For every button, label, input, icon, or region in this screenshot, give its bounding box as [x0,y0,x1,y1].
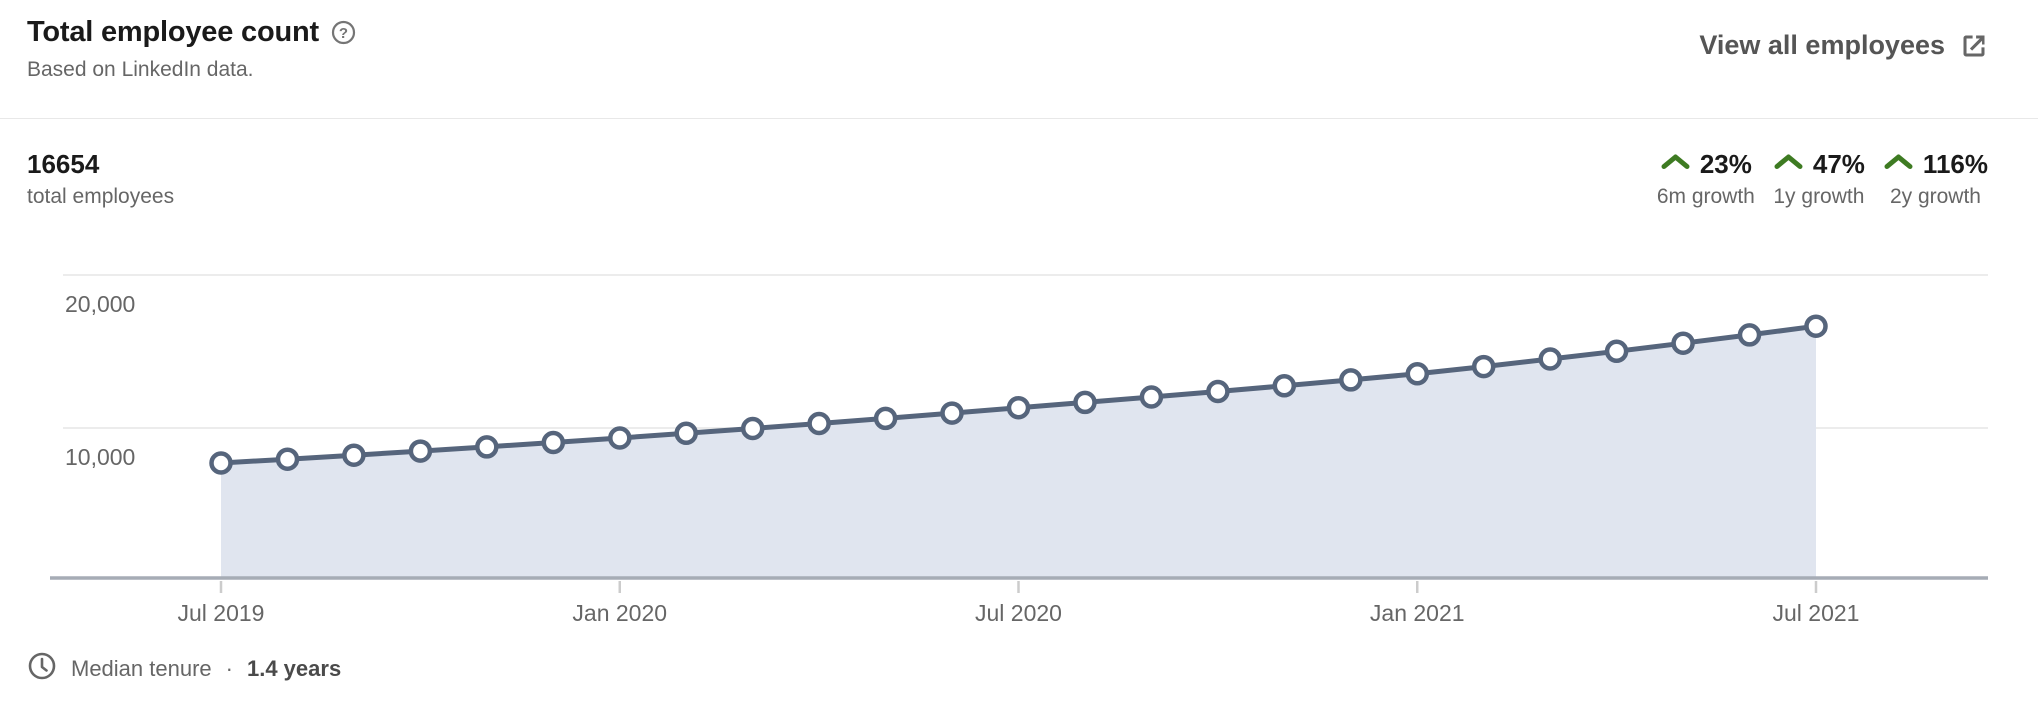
y-axis-label: 20,000 [65,291,135,317]
data-point[interactable] [1804,314,1828,338]
data-point[interactable] [1006,395,1031,420]
svg-text:?: ? [339,25,348,42]
up-chevron-icon [1660,152,1691,176]
separator: · [225,656,233,681]
page-title: Total employee count [27,16,319,48]
header-divider [0,118,2038,119]
data-point[interactable] [1604,339,1629,364]
data-point[interactable] [1737,323,1762,347]
up-chevron-icon [1773,152,1804,176]
data-point[interactable] [475,435,499,459]
data-point[interactable] [873,406,898,431]
data-point[interactable] [342,443,366,467]
median-tenure-value: 1.4 years [246,656,342,681]
total-employees-stat: 16654 total employees [27,150,174,209]
employee-count-area-chart: 20,000 10,000 Jul 2019 Jan 2020 Jul 2020 Jan … [50,274,1988,626]
data-point[interactable] [1471,354,1496,379]
median-tenure-row: Median tenure · 1.4 years [27,651,341,687]
data-point[interactable] [1206,379,1230,404]
data-point[interactable] [1139,385,1164,409]
area-fill [221,326,1816,578]
x-axis-label: Jan 2020 [572,600,667,626]
card-header: Total employee count ? Based on LinkedIn… [27,16,357,82]
card-subtitle: Based on LinkedIn data. [27,58,254,81]
growth-stat-6m: 23% 6m growth [1657,150,1755,209]
view-all-label: View all employees [1699,30,1945,60]
y-axis-label: 10,000 [65,444,135,470]
data-point[interactable] [674,421,698,446]
data-point[interactable] [541,430,566,455]
growth-label: 2y growth [1889,184,1981,208]
external-link-icon [1960,32,1988,60]
growth-label: 6m growth [1656,184,1755,208]
data-point[interactable] [1671,331,1695,355]
x-axis-label: Jul 2021 [1773,600,1860,626]
total-employees-value: 16654 [27,149,100,179]
up-chevron-icon [1883,152,1914,176]
growth-stats: 23% 6m growth 47% 1y growth 116% 2y grow… [1657,150,1988,209]
growth-value: 47% [1812,149,1865,179]
data-point[interactable] [1339,368,1363,392]
data-point[interactable] [209,451,233,475]
total-employees-label: total employees [27,184,175,208]
clock-icon [27,651,57,687]
data-point[interactable] [1272,374,1297,398]
data-point[interactable] [408,439,433,463]
growth-stat-2y: 116% 2y growth [1883,150,1988,209]
growth-value: 116% [1922,149,1988,179]
data-point[interactable] [1538,347,1562,371]
growth-label: 1y growth [1773,184,1865,208]
growth-value: 23% [1699,149,1752,179]
data-point[interactable] [807,411,831,436]
data-point[interactable] [940,401,964,425]
data-point[interactable] [608,426,632,450]
data-point[interactable] [1073,390,1097,415]
median-tenure-label: Median tenure [71,656,212,681]
view-all-employees-link[interactable]: View all employees [1699,30,1988,61]
data-point[interactable] [275,447,300,471]
x-axis-label: Jul 2020 [975,600,1062,626]
data-point[interactable] [1405,362,1430,386]
help-icon[interactable]: ? [330,19,357,46]
x-axis-label: Jan 2021 [1370,600,1465,626]
x-axis-label: Jul 2019 [178,600,265,626]
growth-stat-1y: 47% 1y growth [1773,150,1865,209]
data-point[interactable] [740,416,765,441]
